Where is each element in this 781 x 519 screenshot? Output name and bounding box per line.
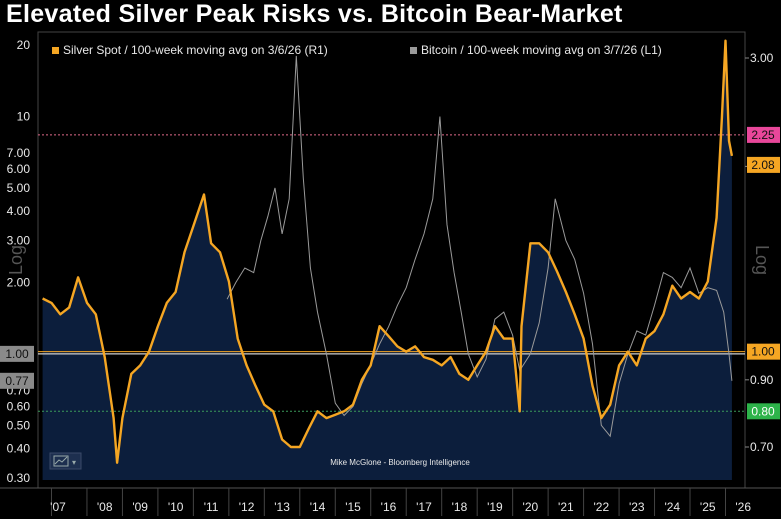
left-tick-label: 0.50 [7, 418, 31, 432]
x-tick-label: '26 [735, 500, 751, 514]
left-tick-label: 3.00 [7, 234, 31, 248]
x-tick-label: '23 [629, 500, 645, 514]
x-tick-label: '15 [345, 500, 361, 514]
right-value-tag-label: 2.25 [751, 128, 775, 142]
left-value-tag [0, 345, 34, 362]
right-value-tag [747, 343, 780, 360]
line-chart-icon [53, 455, 69, 467]
left-tick-label: 20 [17, 38, 31, 52]
right-value-tag [747, 126, 780, 143]
left-tick-label: 0.60 [7, 400, 31, 414]
right-value-tag [747, 403, 780, 420]
right-value-tag-label: 0.80 [751, 404, 775, 418]
x-tick-label: '14 [310, 500, 326, 514]
silver-series-line [42, 39, 734, 464]
legend-label: Bitcoin / 100-week moving avg on 3/7/26 … [421, 43, 662, 57]
left-tick-label: 5.00 [7, 181, 31, 195]
x-tick-label: '20 [523, 500, 539, 514]
x-tick-label: '08 [97, 500, 113, 514]
x-tick-label: '17 [416, 500, 432, 514]
chart-credit: Mike McGlone - Bloomberg Intelligence [330, 458, 470, 467]
silver-area-fill [42, 40, 732, 480]
right-value-tag-label: 2.08 [751, 158, 775, 172]
x-tick-label: '21 [558, 500, 574, 514]
x-tick-label: '24 [664, 500, 680, 514]
x-tick-label: '16 [381, 500, 397, 514]
x-tick-label: '22 [594, 500, 610, 514]
left-tick-label: 4.00 [7, 204, 31, 218]
left-value-tag-label: 0.77 [5, 374, 29, 388]
left-tick-label: 0.30 [7, 471, 31, 485]
left-value-tag-label: 1.00 [5, 347, 29, 361]
x-tick-label: '19 [487, 500, 503, 514]
bitcoin-series-line [226, 55, 733, 438]
x-tick-label: '10 [168, 500, 184, 514]
x-tick-label: '18 [452, 500, 468, 514]
left-tick-label: 2.00 [7, 275, 31, 289]
left-tick-label: 10 [17, 109, 31, 123]
right-tick-label: 3.00 [750, 51, 774, 65]
x-tick-label: '12 [239, 500, 255, 514]
right-axis-word: Log [752, 245, 772, 275]
right-value-tag-label: 1.00 [751, 345, 775, 359]
legend-label: Silver Spot / 100-week moving avg on 3/6… [63, 43, 328, 57]
x-tick-label: '07 [50, 500, 66, 514]
chart-type-button[interactable]: ▾ [49, 452, 82, 470]
chart-title: Elevated Silver Peak Risks vs. Bitcoin B… [6, 0, 623, 28]
left-tick-label: 0.40 [7, 441, 31, 455]
x-tick-label: '11 [204, 500, 219, 514]
left-tick-label: 7.00 [7, 146, 31, 160]
x-tick-label: '09 [132, 500, 148, 514]
right-value-tag [747, 156, 780, 173]
x-tick-label: '13 [274, 500, 290, 514]
left-axis-word: Log [6, 245, 26, 275]
x-tick-label: '25 [700, 500, 716, 514]
left-tick-label: 6.00 [7, 162, 31, 176]
chevron-down-icon: ▾ [72, 458, 76, 467]
right-tick-label: 0.90 [750, 373, 774, 387]
legend-swatch [410, 47, 417, 54]
left-value-tag [0, 372, 34, 389]
right-tick-label: 0.70 [750, 440, 774, 454]
legend-swatch [52, 47, 59, 54]
